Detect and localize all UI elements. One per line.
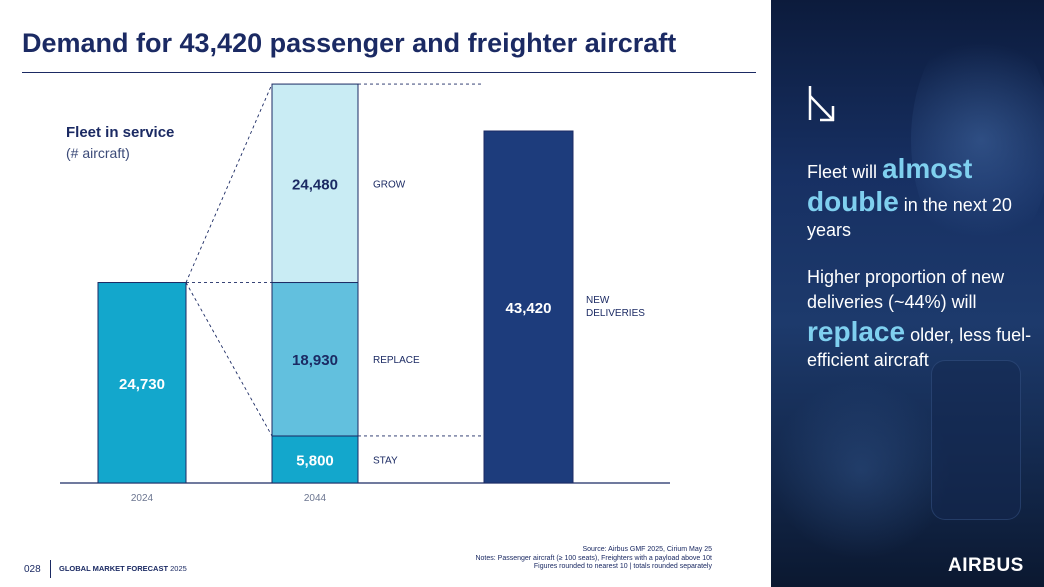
bar-value-label: 18,930 bbox=[292, 352, 338, 369]
bar-segment bbox=[97, 282, 187, 484]
panel-background-glow bbox=[771, 380, 951, 560]
segment-label: NEW bbox=[586, 295, 610, 306]
highlight-replace: replace bbox=[807, 316, 906, 347]
bar-segment bbox=[271, 435, 359, 484]
footer-title: GLOBAL MARKET FORECAST bbox=[59, 564, 169, 573]
x-tick-label: 2024 bbox=[131, 493, 154, 504]
highlight-double: double bbox=[807, 186, 899, 217]
highlight-almost: almost bbox=[882, 153, 973, 184]
footer-divider bbox=[50, 560, 51, 578]
bar-segment bbox=[271, 83, 359, 284]
panel-statement-replace: Higher proportion of new deliveries (~44… bbox=[807, 265, 1039, 373]
segment-label: DELIVERIES bbox=[586, 308, 645, 319]
footer-label: GLOBAL MARKET FORECAST 2025 bbox=[59, 564, 187, 573]
panel-text-part: older, less fuel-efficient aircraft bbox=[807, 325, 1032, 370]
airbus-logo: AIRBUS bbox=[948, 555, 1024, 576]
title-divider bbox=[22, 72, 756, 73]
fleet-chart: 24,730 2024 5,800 STAY 18,930 REPLACE 24,480 GR… bbox=[60, 83, 670, 504]
rounding-line: Figures rounded to nearest 10 | totals r… bbox=[533, 563, 712, 571]
bar-value-label: 5,800 bbox=[296, 452, 334, 469]
x-tick-label: 2044 bbox=[304, 493, 327, 504]
connector-line bbox=[185, 83, 273, 283]
segment-label: STAY bbox=[373, 455, 398, 466]
panel-background-glow bbox=[911, 20, 1044, 260]
y-axis-unit: (# aircraft) bbox=[66, 145, 130, 161]
panel-text-part: Fleet will bbox=[807, 162, 883, 182]
panel-text-part: Higher proportion of new deliveries (~44… bbox=[807, 267, 1005, 312]
bar-value-label: 43,420 bbox=[506, 300, 552, 317]
footer-year: 2025 bbox=[170, 564, 187, 573]
source-line: Source: Airbus GMF 2025, Cirium May 25 bbox=[582, 546, 712, 553]
source-notes: Source: Airbus GMF 2025, Cirium May 25 N… bbox=[475, 546, 712, 572]
notes-line: Notes: Passenger aircraft (≥ 100 seats),… bbox=[475, 554, 712, 562]
bar-segment bbox=[483, 130, 574, 484]
panel-text-part: in the next 20 years bbox=[807, 195, 1012, 240]
connector-line bbox=[185, 282, 273, 437]
segment-label: GROW bbox=[373, 179, 406, 190]
page-title: Demand for 43,420 passenger and freighte… bbox=[22, 28, 677, 58]
bar-value-label: 24,730 bbox=[119, 376, 165, 393]
side-panel bbox=[771, 0, 1044, 587]
y-axis-label: Fleet in service bbox=[66, 124, 175, 141]
arrow-down-right-icon bbox=[808, 86, 835, 122]
panel-background-luggage bbox=[931, 360, 1021, 520]
segment-label: REPLACE bbox=[373, 355, 420, 366]
page-number: 028 bbox=[24, 564, 41, 575]
panel-statement-double: Fleet will almost double in the next 20 y… bbox=[807, 152, 1039, 243]
bar-value-label: 24,480 bbox=[292, 176, 338, 193]
